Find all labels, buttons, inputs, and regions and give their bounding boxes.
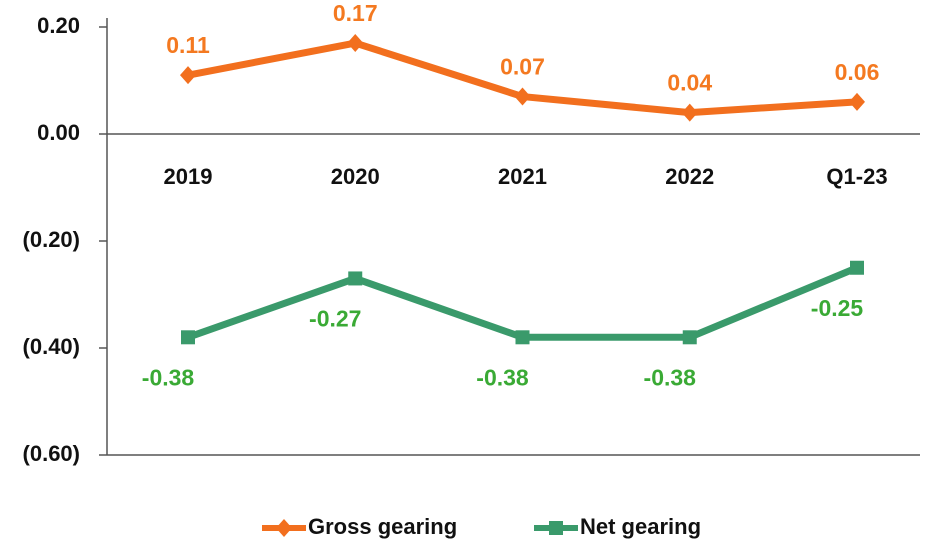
- data-label: 0.11: [166, 32, 210, 58]
- y-tick-label: (0.20): [23, 227, 80, 252]
- data-point: [348, 271, 363, 286]
- data-label: -0.27: [309, 306, 361, 332]
- legend-marker: [549, 521, 563, 535]
- data-point: [180, 66, 196, 85]
- data-point: [181, 330, 195, 345]
- data-label: -0.38: [644, 364, 697, 390]
- legend-label: Gross gearing: [308, 514, 457, 539]
- x-tick-label: 2022: [665, 164, 714, 189]
- x-tick-label: Q1-23: [826, 164, 887, 189]
- data-label: 0.04: [667, 70, 712, 96]
- data-point: [514, 87, 531, 106]
- data-point: [515, 330, 530, 345]
- y-tick-label: 0.00: [37, 120, 80, 145]
- legend-marker: [276, 519, 292, 537]
- x-tick-label: 2020: [331, 164, 380, 189]
- data-label: -0.38: [142, 364, 195, 390]
- data-point: [849, 92, 865, 111]
- data-point: [850, 260, 864, 275]
- x-tick-label: 2019: [164, 164, 213, 189]
- data-label: 0.17: [333, 0, 378, 26]
- data-label: 0.07: [500, 54, 545, 80]
- y-tick-label: (0.40): [23, 334, 80, 359]
- data-label: 0.06: [835, 59, 880, 85]
- data-label: -0.38: [476, 364, 529, 390]
- data-point: [681, 103, 698, 122]
- data-label: -0.25: [811, 295, 864, 321]
- y-tick-label: (0.60): [23, 441, 80, 466]
- x-tick-label: 2021: [498, 164, 547, 189]
- legend-label: Net gearing: [580, 514, 701, 539]
- data-point: [347, 34, 364, 53]
- data-point: [682, 330, 697, 345]
- y-tick-label: 0.20: [37, 13, 80, 38]
- series-line: [186, 264, 859, 341]
